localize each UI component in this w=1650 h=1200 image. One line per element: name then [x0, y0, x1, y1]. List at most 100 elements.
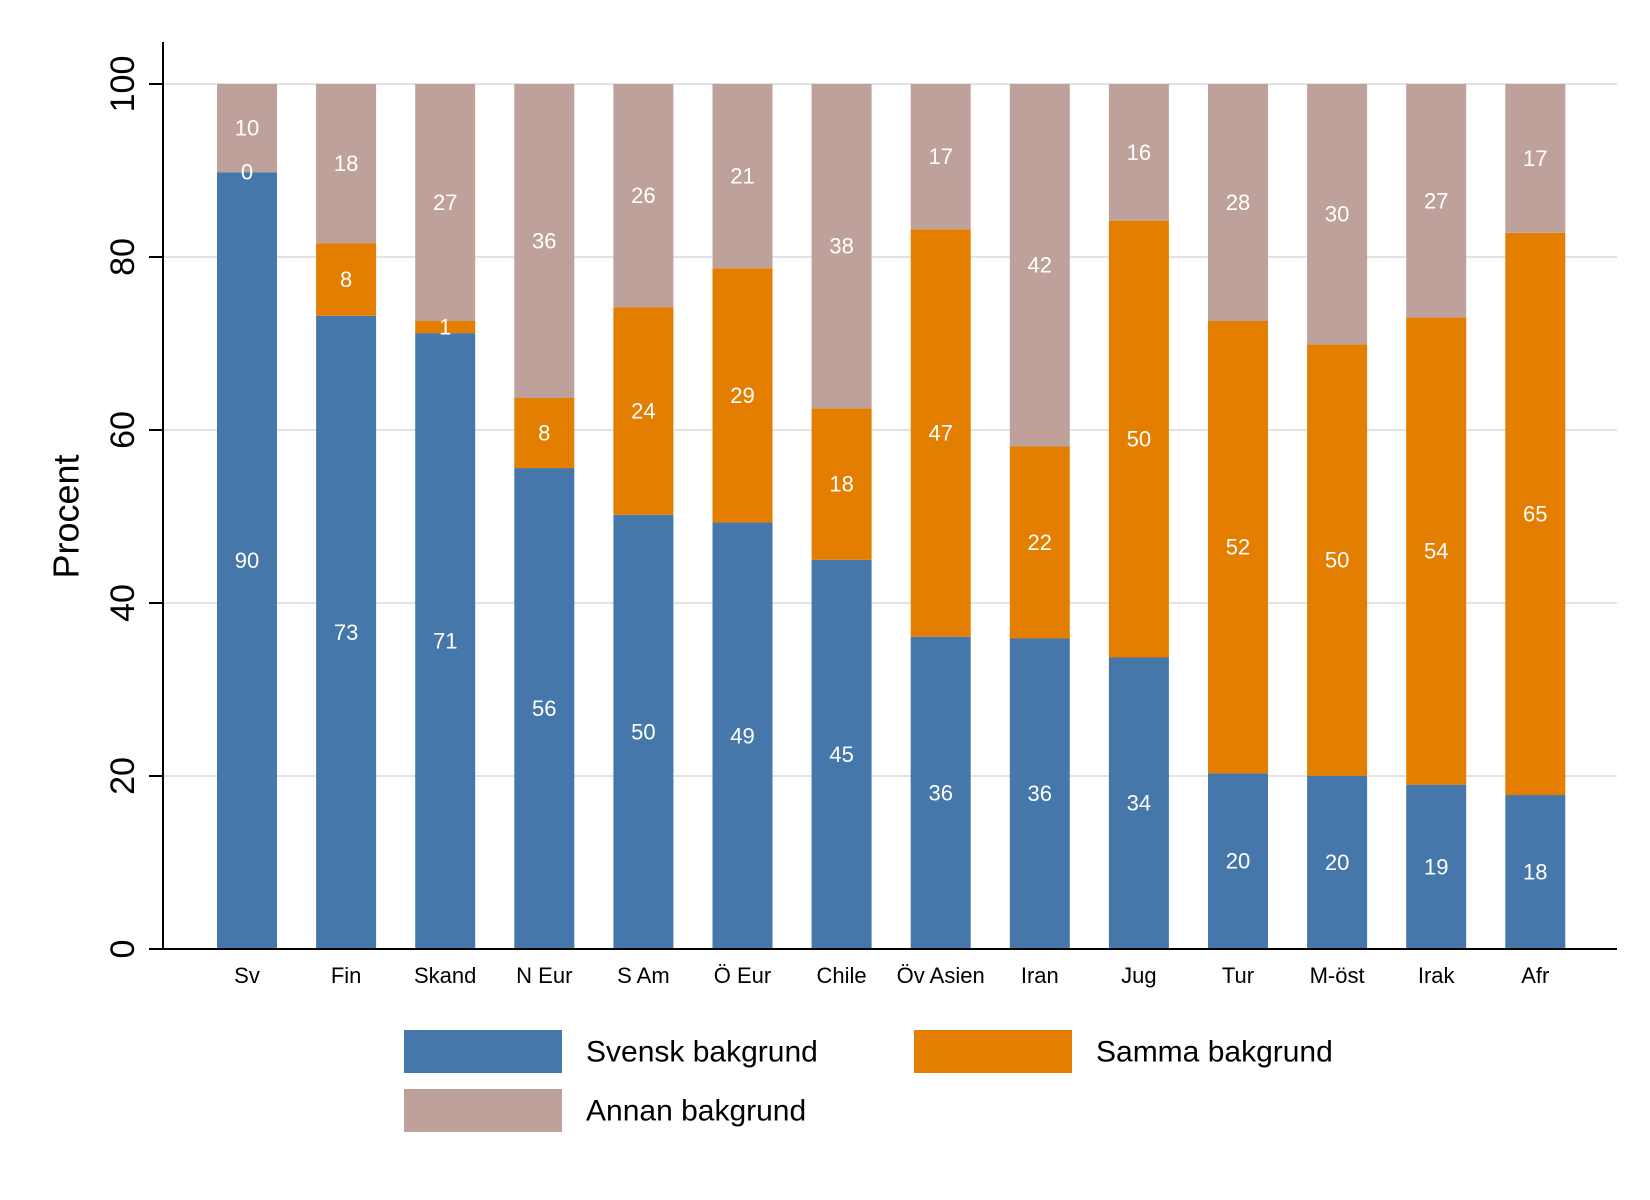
data-label-2-9: 16: [1127, 140, 1151, 165]
bar-2-8: [1009, 84, 1070, 447]
xtick-label-6: Chile: [817, 963, 867, 988]
legend: Svensk bakgrund Samma bakgrund Annan bakgr…: [404, 1030, 1333, 1132]
data-label-0-4: 50: [631, 719, 655, 744]
data-label-1-3: 8: [538, 421, 550, 446]
bar-0-2: [415, 333, 476, 949]
data-label-0-6: 45: [829, 742, 853, 767]
xtick-label-12: Irak: [1418, 963, 1456, 988]
data-label-1-2: 1: [439, 315, 451, 340]
data-label-0-8: 36: [1028, 781, 1052, 806]
xtick-label-7: Öv Asien: [897, 963, 985, 988]
bar-0-8: [1009, 638, 1070, 949]
data-label-1-13: 65: [1523, 501, 1547, 526]
bar-1-3: [514, 397, 575, 469]
bar-1-5: [712, 268, 773, 523]
ytick-label-40: 40: [104, 584, 142, 622]
data-labels: 90 0 10 73 8 18 71 1 27 56 8 36 50 24 26 49 29 21 45 18 38 36…: [235, 116, 1548, 885]
grid-lines: [163, 83, 1617, 777]
data-label-2-7: 17: [928, 144, 952, 169]
bar-1-2: [415, 321, 476, 334]
ytick-label-60: 60: [104, 411, 142, 449]
bar-2-9: [1108, 84, 1169, 221]
bar-2-11: [1307, 84, 1368, 345]
legend-swatch-2: [404, 1089, 562, 1132]
bar-2-6: [811, 84, 872, 409]
bar-1-9: [1108, 220, 1169, 658]
xtick-label-2: Skand: [414, 963, 476, 988]
bar-1-6: [811, 408, 872, 560]
xtick-label-8: Iran: [1021, 963, 1059, 988]
legend-swatch-0: [404, 1030, 562, 1073]
data-label-1-11: 50: [1325, 548, 1349, 573]
data-label-0-5: 49: [730, 723, 754, 748]
bars: [217, 84, 1566, 950]
bar-1-1: [316, 243, 377, 316]
bar-0-0: [217, 172, 277, 950]
data-label-2-10: 28: [1226, 190, 1250, 215]
data-label-0-11: 20: [1325, 850, 1349, 875]
data-label-2-11: 30: [1325, 202, 1349, 227]
y-axis-title: Procent: [46, 454, 87, 578]
bar-1-13: [1505, 232, 1566, 796]
bar-0-4: [613, 514, 674, 949]
legend-label-1: Samma bakgrund: [1096, 1036, 1333, 1069]
legend-label-0: Svensk bakgrund: [586, 1036, 818, 1069]
bar-2-3: [514, 84, 575, 398]
data-label-1-5: 29: [730, 383, 754, 408]
data-label-2-13: 17: [1523, 146, 1547, 171]
bar-2-7: [910, 84, 971, 230]
xtick-label-13: Afr: [1521, 963, 1549, 988]
data-label-2-6: 38: [829, 234, 853, 259]
bar-0-13: [1505, 795, 1566, 949]
ytick-label-0: 0: [104, 940, 142, 959]
bar-2-4: [613, 84, 674, 308]
data-label-1-0: 0: [241, 160, 253, 185]
bar-2-5: [712, 84, 773, 269]
data-label-0-0: 90: [235, 548, 259, 573]
bar-0-1: [316, 315, 377, 949]
legend-swatch-1: [914, 1030, 1072, 1073]
data-label-2-8: 42: [1028, 253, 1052, 278]
bar-0-6: [811, 559, 872, 949]
bar-0-9: [1108, 657, 1169, 949]
data-label-2-1: 18: [334, 151, 358, 176]
ytick-label-20: 20: [104, 757, 142, 795]
data-label-1-8: 22: [1028, 530, 1052, 555]
bar-2-0: [217, 84, 277, 173]
bar-1-12: [1406, 317, 1467, 785]
data-label-0-7: 36: [928, 780, 952, 805]
data-label-0-9: 34: [1127, 791, 1151, 816]
data-label-2-4: 26: [631, 183, 655, 208]
bar-2-12: [1406, 84, 1467, 318]
bar-0-5: [712, 522, 773, 949]
bar-2-10: [1208, 84, 1268, 322]
data-label-1-1: 8: [340, 267, 352, 292]
xtick-label-1: Fin: [331, 963, 362, 988]
bar-1-4: [613, 307, 674, 515]
bar-2-13: [1505, 84, 1566, 233]
data-label-0-3: 56: [532, 696, 556, 721]
legend-label-2: Annan bakgrund: [586, 1095, 806, 1128]
ytick-label-80: 80: [104, 238, 142, 276]
data-label-1-6: 18: [829, 472, 853, 497]
data-label-2-0: 10: [235, 116, 259, 141]
data-label-2-3: 36: [532, 228, 556, 253]
xtick-label-3: N Eur: [516, 963, 572, 988]
data-label-1-7: 47: [928, 421, 952, 446]
bar-0-12: [1406, 784, 1467, 949]
data-label-2-2: 27: [433, 190, 457, 215]
bar-2-2: [415, 84, 476, 322]
bar-0-7: [910, 636, 971, 949]
ytick-label-100: 100: [104, 56, 142, 113]
xtick-label-4: S Am: [617, 963, 670, 988]
bar-1-10: [1208, 321, 1268, 774]
data-label-1-9: 50: [1127, 427, 1151, 452]
bar-1-11: [1307, 344, 1368, 776]
bar-0-3: [514, 468, 575, 949]
bar-1-8: [1009, 446, 1070, 639]
data-label-0-12: 19: [1424, 854, 1448, 879]
bar-0-11: [1307, 776, 1368, 949]
bar-2-1: [316, 84, 377, 244]
xtick-label-9: Jug: [1121, 963, 1156, 988]
